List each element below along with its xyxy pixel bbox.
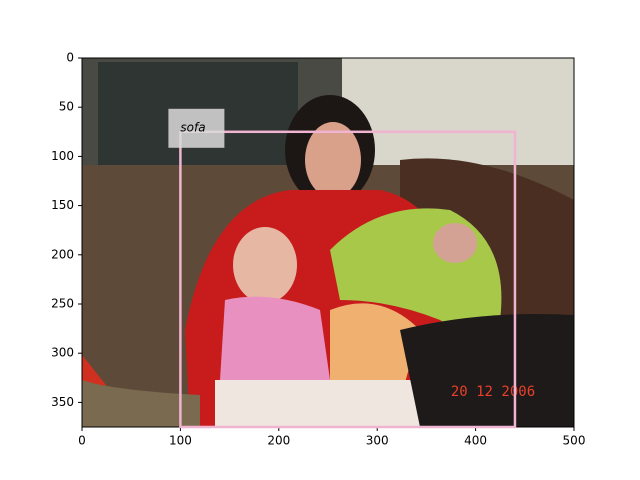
x-tick-label: 300 — [366, 434, 389, 448]
photo-date-stamp: 20 12 2006 — [451, 384, 535, 400]
y-tick-label: 200 — [51, 247, 74, 261]
x-tick-label: 200 — [267, 434, 290, 448]
x-tick-label: 100 — [169, 434, 192, 448]
bounding-box — [179, 130, 517, 429]
x-tick-label: 500 — [563, 434, 586, 448]
y-tick-label: 150 — [51, 198, 74, 212]
box-label: sofa — [180, 120, 205, 134]
photo — [82, 58, 574, 427]
y-tick-label: 300 — [51, 346, 74, 360]
x-tick-label: 0 — [78, 434, 86, 448]
y-tick-label: 0 — [66, 51, 74, 65]
y-tick-label: 50 — [59, 100, 74, 114]
y-tick-label: 100 — [51, 149, 74, 163]
label-box — [168, 108, 225, 148]
y-tick-label: 250 — [51, 297, 74, 311]
y-tick-label: 350 — [51, 395, 74, 409]
x-tick-label: 400 — [464, 434, 487, 448]
